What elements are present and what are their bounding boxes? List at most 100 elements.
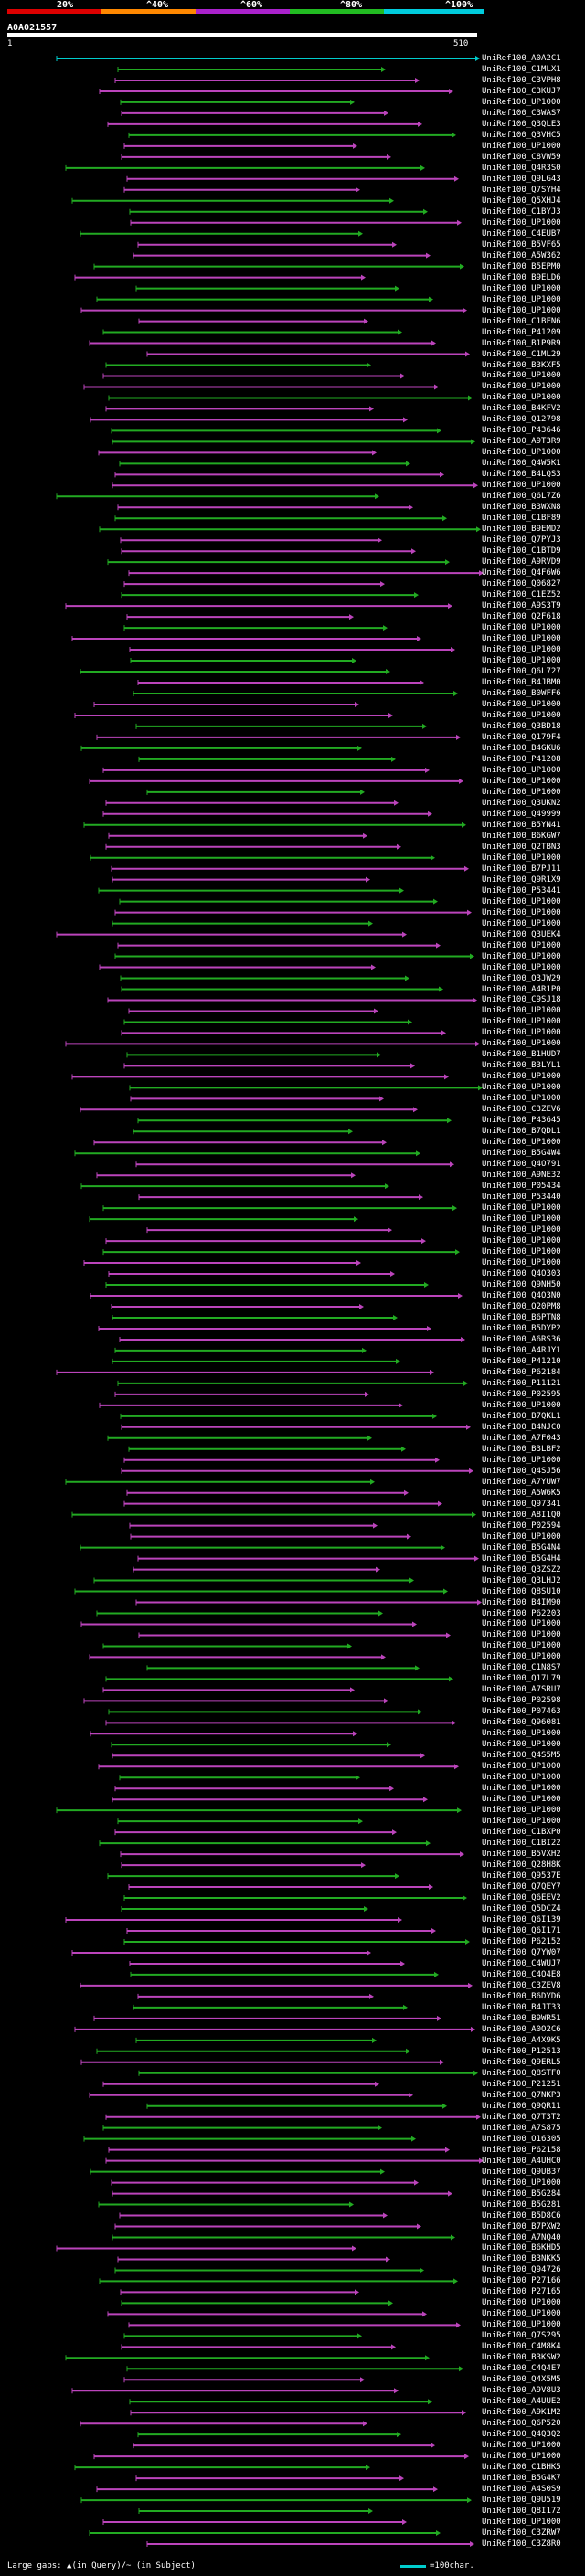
hit-label-link[interactable]: UniRef100_A7F043: [482, 1433, 561, 1443]
hit-label-link[interactable]: UniRef100_UP1000: [482, 1039, 561, 1049]
hit-label-link[interactable]: UniRef100_Q9R1X9: [482, 875, 561, 885]
hit-label-link[interactable]: UniRef100_UP1000: [482, 217, 561, 228]
hit-label-link[interactable]: UniRef100_A9NE32: [482, 1171, 561, 1181]
hit-label-link[interactable]: UniRef100_UP1000: [482, 97, 561, 107]
hit-label-link[interactable]: UniRef100_C4M8K4: [482, 2342, 561, 2352]
hit-label-link[interactable]: UniRef100_C3KUJ7: [482, 86, 561, 96]
hit-label-link[interactable]: UniRef100_Q3VHC5: [482, 130, 561, 140]
hit-label-link[interactable]: UniRef100_B4NJC0: [482, 1422, 561, 1432]
hit-label-link[interactable]: UniRef100_P43646: [482, 426, 561, 436]
hit-label-link[interactable]: UniRef100_A4S0S9: [482, 2485, 561, 2495]
hit-label-link[interactable]: UniRef100_P41210: [482, 1356, 561, 1366]
hit-label-link[interactable]: UniRef100_Q3JW29: [482, 973, 561, 983]
hit-label-link[interactable]: UniRef100_C1BFN6: [482, 316, 561, 326]
hit-label-link[interactable]: UniRef100_B5G281: [482, 2200, 561, 2210]
hit-label-link[interactable]: UniRef100_Q4SJ56: [482, 1466, 561, 1476]
hit-label-link[interactable]: UniRef100_UP1000: [482, 1236, 561, 1246]
hit-label-link[interactable]: UniRef100_B9WR51: [482, 2013, 561, 2023]
hit-label-link[interactable]: UniRef100_Q12798: [482, 415, 561, 425]
hit-label-link[interactable]: UniRef100_B5G4H4: [482, 1553, 561, 1564]
hit-label-link[interactable]: UniRef100_B9ELD6: [482, 272, 561, 282]
hit-label-link[interactable]: UniRef100_P05434: [482, 1182, 561, 1192]
hit-label-link[interactable]: UniRef100_Q2F618: [482, 612, 561, 622]
hit-label-link[interactable]: UniRef100_Q7QEY7: [482, 1882, 561, 1892]
hit-label-link[interactable]: UniRef100_Q17L79: [482, 1674, 561, 1684]
hit-label-link[interactable]: UniRef100_UP1000: [482, 1400, 561, 1410]
hit-label-link[interactable]: UniRef100_A4R1P0: [482, 984, 561, 994]
hit-label-link[interactable]: UniRef100_Q20PM8: [482, 1301, 561, 1311]
hit-label-link[interactable]: UniRef100_UP1000: [482, 1729, 561, 1739]
hit-label-link[interactable]: UniRef100_C1BXP0: [482, 1828, 561, 1838]
hit-label-link[interactable]: UniRef100_UP1000: [482, 1028, 561, 1038]
hit-label-link[interactable]: UniRef100_Q6I139: [482, 1915, 561, 1924]
hit-label-link[interactable]: UniRef100_UP1000: [482, 1773, 561, 1783]
hit-label-link[interactable]: UniRef100_UP1000: [482, 448, 561, 458]
hit-label-link[interactable]: UniRef100_Q49999: [482, 809, 561, 819]
hit-label-link[interactable]: UniRef100_UP1000: [482, 907, 561, 917]
hit-label-link[interactable]: UniRef100_C1BF89: [482, 514, 561, 524]
hit-label-link[interactable]: UniRef100_C1BTD9: [482, 546, 561, 557]
hit-label-link[interactable]: UniRef100_Q96081: [482, 1718, 561, 1728]
hit-label-link[interactable]: UniRef100_UP1000: [482, 1072, 561, 1082]
hit-label-link[interactable]: UniRef100_A5W362: [482, 250, 561, 260]
hit-label-link[interactable]: UniRef100_P62184: [482, 1367, 561, 1377]
hit-label-link[interactable]: UniRef100_UP1000: [482, 1083, 561, 1093]
hit-label-link[interactable]: UniRef100_Q4S5M5: [482, 1751, 561, 1761]
hit-label-link[interactable]: UniRef100_Q4R3S0: [482, 163, 561, 173]
hit-label-link[interactable]: UniRef100_UP1000: [482, 787, 561, 797]
hit-label-link[interactable]: UniRef100_Q4Q3Q2: [482, 2430, 561, 2440]
hit-label-link[interactable]: UniRef100_C3ZRW7: [482, 2528, 561, 2539]
hit-label-link[interactable]: UniRef100_UP1000: [482, 1619, 561, 1629]
hit-label-link[interactable]: UniRef100_B6KHD5: [482, 2243, 561, 2253]
hit-label-link[interactable]: UniRef100_P41208: [482, 754, 561, 764]
hit-label-link[interactable]: UniRef100_UP1000: [482, 382, 561, 392]
hit-label-link[interactable]: UniRef100_B4GKU6: [482, 743, 561, 753]
hit-label-link[interactable]: UniRef100_B3LYL1: [482, 1061, 561, 1071]
hit-label-link[interactable]: UniRef100_B5D8C6: [482, 2210, 561, 2221]
hit-label-link[interactable]: UniRef100_UP1000: [482, 1740, 561, 1750]
hit-label-link[interactable]: UniRef100_UP1000: [482, 1138, 561, 1148]
hit-label-link[interactable]: UniRef100_P53440: [482, 1193, 561, 1203]
hit-label-link[interactable]: UniRef100_C1N8S7: [482, 1663, 561, 1673]
hit-label-link[interactable]: UniRef100_Q3QLE3: [482, 119, 561, 129]
hit-label-link[interactable]: UniRef100_C8VW59: [482, 152, 561, 162]
hit-label-link[interactable]: UniRef100_B7QKL1: [482, 1411, 561, 1421]
hit-label-link[interactable]: UniRef100_P53441: [482, 885, 561, 896]
hit-label-link[interactable]: UniRef100_UP1000: [482, 371, 561, 381]
hit-label-link[interactable]: UniRef100_UP1000: [482, 1784, 561, 1794]
hit-label-link[interactable]: UniRef100_P62158: [482, 2145, 561, 2155]
hit-label-link[interactable]: UniRef100_UP1000: [482, 1817, 561, 1827]
hit-label-link[interactable]: UniRef100_Q8I172: [482, 2507, 561, 2517]
hit-label-link[interactable]: UniRef100_UP1000: [482, 1652, 561, 1662]
hit-label-link[interactable]: UniRef100_UP1000: [482, 1630, 561, 1640]
hit-label-link[interactable]: UniRef100_P02598: [482, 1696, 561, 1706]
hit-label-link[interactable]: UniRef100_C3ZEV6: [482, 1105, 561, 1115]
hit-label-link[interactable]: UniRef100_A9S3T9: [482, 601, 561, 611]
hit-label-link[interactable]: UniRef100_UP1000: [482, 1094, 561, 1104]
hit-label-link[interactable]: UniRef100_UP1000: [482, 1795, 561, 1805]
hit-label-link[interactable]: UniRef100_Q6P520: [482, 2419, 561, 2429]
hit-label-link[interactable]: UniRef100_UP1000: [482, 699, 561, 709]
hit-label-link[interactable]: UniRef100_B7PJ11: [482, 864, 561, 874]
hit-label-link[interactable]: UniRef100_UP1000: [482, 283, 561, 293]
hit-label-link[interactable]: UniRef100_P62152: [482, 1936, 561, 1946]
hit-label-link[interactable]: UniRef100_B1HUD7: [482, 1050, 561, 1060]
hit-label-link[interactable]: UniRef100_P12513: [482, 2046, 561, 2056]
hit-label-link[interactable]: UniRef100_UP1000: [482, 393, 561, 403]
hit-label-link[interactable]: UniRef100_B4JT33: [482, 2002, 561, 2012]
hit-label-link[interactable]: UniRef100_UP1000: [482, 1017, 561, 1027]
hit-label-link[interactable]: UniRef100_A9V8U3: [482, 2386, 561, 2396]
hit-label-link[interactable]: UniRef100_P02594: [482, 1521, 561, 1531]
hit-label-link[interactable]: UniRef100_C1MLX1: [482, 64, 561, 74]
hit-label-link[interactable]: UniRef100_A0O2C6: [482, 2024, 561, 2034]
hit-label-link[interactable]: UniRef100_UP1000: [482, 1006, 561, 1016]
hit-label-link[interactable]: UniRef100_UP1000: [482, 765, 561, 775]
hit-label-link[interactable]: UniRef100_Q4O303: [482, 1269, 561, 1279]
hit-label-link[interactable]: UniRef100_B7PXW2: [482, 2221, 561, 2231]
hit-label-link[interactable]: UniRef100_Q8SU10: [482, 1586, 561, 1596]
hit-label-link[interactable]: UniRef100_UP1000: [482, 776, 561, 786]
hit-label-link[interactable]: UniRef100_Q179F4: [482, 732, 561, 742]
hit-label-link[interactable]: UniRef100_Q3UKN2: [482, 798, 561, 808]
hit-label-link[interactable]: UniRef100_A9RVD9: [482, 557, 561, 567]
hit-label-link[interactable]: UniRef100_A0A2C1: [482, 53, 561, 63]
